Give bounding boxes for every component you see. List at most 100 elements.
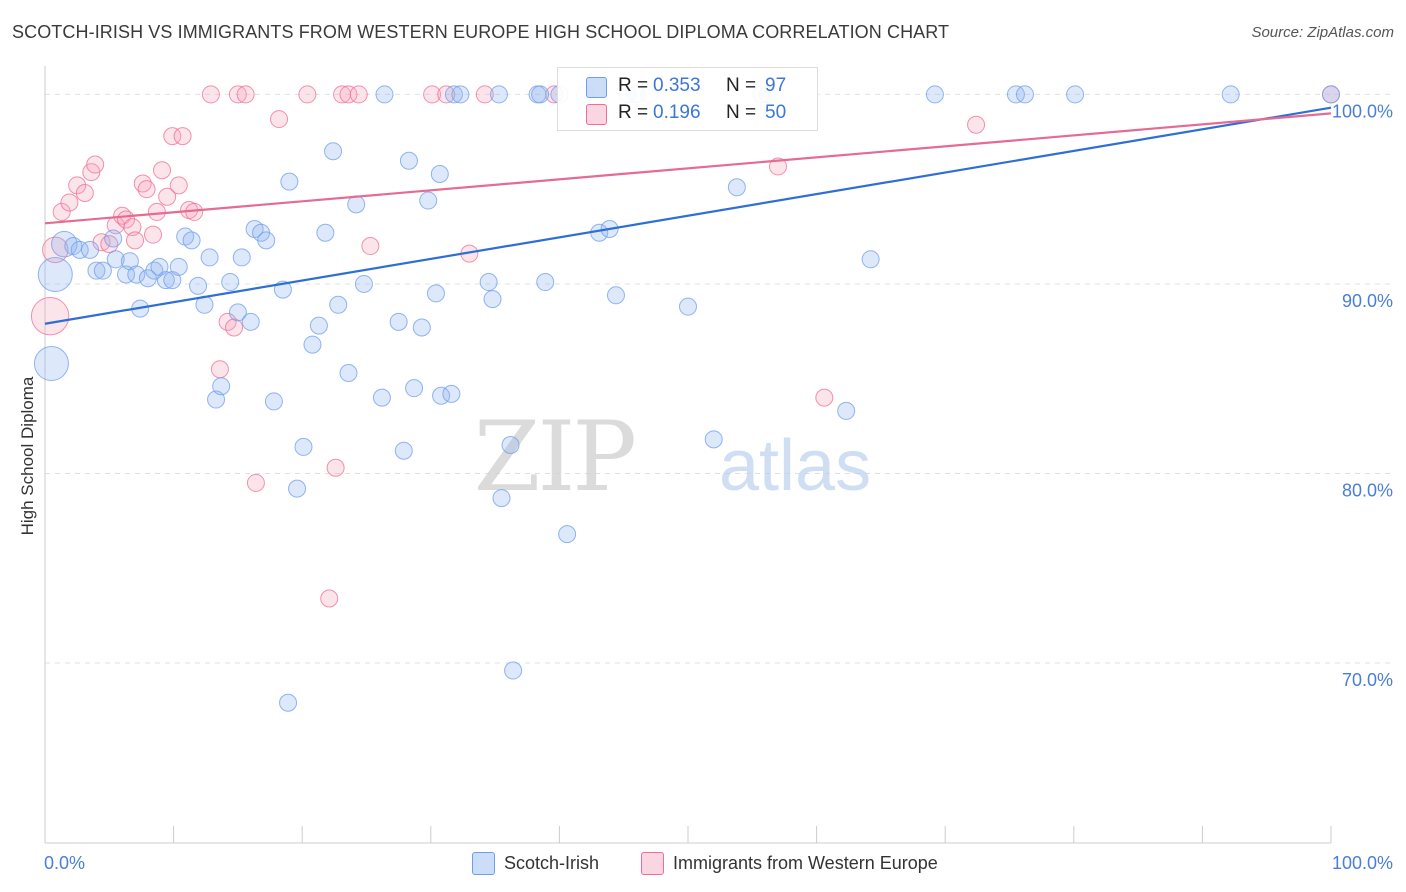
immigrants-point — [228, 85, 247, 104]
scotch-irish-point — [492, 489, 511, 508]
scotch-irish-point — [212, 377, 231, 396]
bottom-legend-swatch-pink — [641, 852, 664, 875]
scotch-irish-point — [679, 297, 697, 316]
x-tick-label-start: 0.0% — [44, 853, 85, 873]
scotch-irish-point — [150, 257, 169, 276]
scotch-irish-point — [117, 265, 136, 284]
immigrants-point — [967, 115, 986, 134]
scotch-irish-point — [399, 151, 418, 170]
scotch-irish-point — [489, 85, 508, 104]
scotch-irish-point — [241, 312, 260, 331]
scotch-irish-point — [329, 295, 348, 314]
immigrants-point — [298, 85, 317, 104]
trend-lines — [44, 106, 1332, 325]
legend-swatch-blue — [586, 77, 607, 98]
legend-r-label: R = — [618, 75, 649, 96]
series-scotch-irish-points — [33, 85, 1340, 712]
chart-title: SCOTCH-IRISH VS IMMIGRANTS FROM WESTERN … — [12, 22, 950, 42]
bottom-legend-label-immigrants: Immigrants from Western Europe — [673, 853, 938, 873]
immigrants-point — [349, 85, 368, 104]
scotch-irish-point — [279, 693, 298, 712]
scotch-irish-point — [127, 265, 146, 284]
scotch-irish-point — [536, 273, 555, 292]
legend-r-label: R = — [618, 102, 649, 123]
scotch-irish-point — [106, 250, 125, 269]
scotch-irish-point — [504, 661, 523, 680]
scotch-irish-point — [316, 223, 335, 242]
scotch-irish-point — [442, 384, 461, 403]
scotch-irish-point — [33, 346, 69, 382]
y-tick-label: 70.0% — [1342, 670, 1393, 690]
scotch-irish-point — [70, 240, 89, 259]
immigrants-point — [423, 85, 442, 104]
scotch-irish-point — [354, 274, 373, 293]
scotch-irish-point — [375, 85, 394, 104]
immigrants-point — [137, 180, 156, 199]
scotch-irish-point — [1006, 85, 1025, 104]
scotch-irish-point — [257, 231, 276, 250]
watermark-atlas: atlas — [719, 426, 871, 506]
scotch-irish-point — [531, 85, 550, 104]
scotch-irish-point — [309, 316, 328, 335]
scotch-irish-point — [558, 525, 577, 544]
immigrants-point — [236, 85, 255, 104]
immigrants-point — [361, 237, 380, 256]
immigrants-point — [169, 176, 188, 195]
immigrants-point — [173, 127, 192, 146]
scotch-irish-point — [221, 273, 240, 292]
scotch-irish-point — [1015, 85, 1034, 104]
scotch-irish-point — [264, 392, 283, 411]
immigrants-point — [86, 155, 105, 174]
immigrants-point — [320, 589, 339, 608]
scotch-irish-point — [419, 191, 438, 210]
correlation-legend: R = 0.353 N = 97 R = 0.196 N = 50 — [557, 67, 818, 131]
immigrants-point — [225, 318, 244, 337]
scotch-irish-point — [138, 269, 157, 288]
scotch-irish-point — [861, 250, 880, 269]
scotch-irish-point — [93, 261, 112, 280]
immigrants-point — [475, 85, 494, 104]
scotch-irish-point — [925, 85, 944, 104]
scotch-irish-point — [163, 271, 182, 290]
immigrants-point — [158, 187, 177, 206]
scotch-irish-point — [182, 231, 201, 250]
immigrants-point — [123, 218, 142, 237]
legend-row-immigrants: R = 0.196 N = 50 — [558, 101, 817, 127]
immigrants-point — [339, 85, 358, 104]
immigrants-point — [163, 127, 182, 146]
immigrants-point — [326, 458, 345, 477]
y-tick-label: 100.0% — [1332, 101, 1393, 121]
scotch-irish-point — [451, 85, 470, 104]
scotch-irish-point — [280, 172, 299, 191]
scotch-irish-point — [189, 276, 208, 295]
immigrants-point — [769, 157, 788, 176]
scotch-irish-point — [200, 248, 219, 267]
scotch-irish-point — [156, 271, 175, 290]
immigrants-point — [126, 231, 145, 250]
scotch-irish-point — [232, 248, 251, 267]
scotch-irish-point — [1066, 85, 1085, 104]
scotch-irish-point — [479, 273, 498, 292]
scotch-irish-point — [1322, 85, 1340, 104]
legend-n-label: N = — [726, 102, 757, 123]
bottom-legend-swatch-blue — [472, 852, 495, 875]
immigrants-point — [153, 161, 172, 180]
trend-line-scotch-irish — [44, 106, 1332, 325]
scotch-irish-point — [87, 261, 106, 280]
immigrants-point — [60, 193, 79, 212]
scotch-irish-point — [405, 379, 424, 398]
scotch-irish-point — [394, 441, 413, 460]
watermark-zip: ZIP — [474, 401, 635, 513]
y-tick-label: 80.0% — [1342, 480, 1393, 500]
scotch-irish-point — [347, 195, 366, 214]
immigrants-point — [270, 110, 289, 129]
immigrants-point — [68, 176, 87, 195]
scotch-irish-point — [426, 284, 445, 303]
bottom-legend-label-scotch-irish: Scotch-Irish — [504, 853, 600, 873]
scotch-irish-point — [294, 437, 313, 456]
legend-n-value: 97 — [765, 75, 787, 96]
legend-swatch-pink — [586, 104, 607, 125]
scotch-irish-point — [606, 286, 625, 305]
scotch-irish-point — [389, 312, 408, 331]
